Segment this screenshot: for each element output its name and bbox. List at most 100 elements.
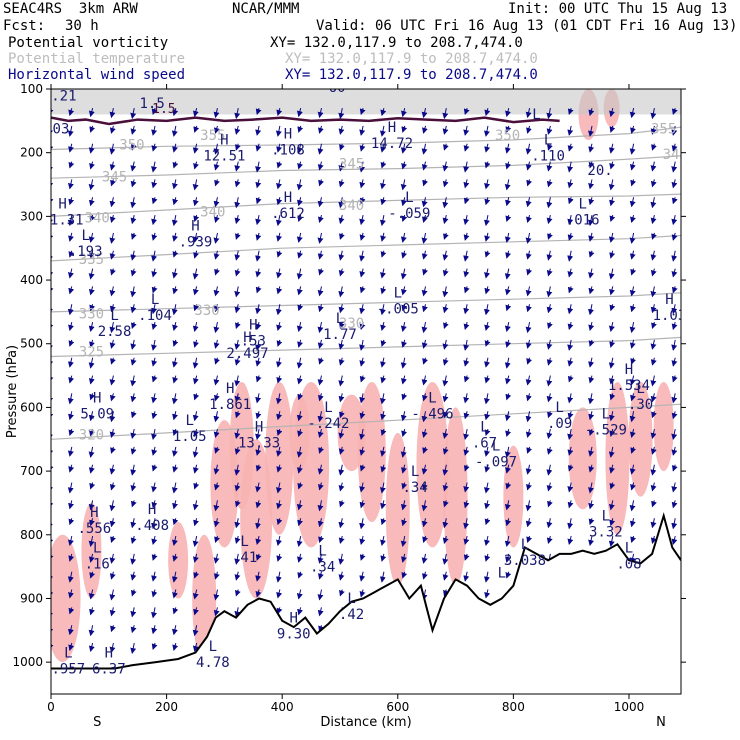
wind-vector: [275, 393, 282, 405]
wind-vector: [213, 393, 220, 402]
extremum-marker: H: [249, 317, 257, 333]
wind-vector: [276, 411, 283, 421]
wind-vector: [67, 179, 74, 190]
wind-vector: [588, 179, 595, 190]
wind-vector: [172, 589, 178, 599]
wind-vector: [484, 500, 491, 510]
pv-contour-1p5: [51, 116, 560, 126]
wind-vector: [130, 143, 137, 151]
wind-vector: [151, 357, 158, 367]
wind-vector: [130, 500, 137, 508]
wind-vector: [68, 500, 74, 510]
wind-vector: [213, 161, 220, 171]
wind-vector: [567, 197, 574, 205]
wind-vector: [505, 339, 512, 348]
wind-vector: [317, 125, 324, 134]
y-tick-label: 300: [20, 209, 43, 223]
extremum-marker: H: [226, 381, 234, 397]
wind-vector: [192, 375, 199, 385]
wind-vector: [463, 250, 470, 262]
wind-vector: [255, 393, 262, 404]
wind-vector: [567, 161, 574, 173]
wind-vector: [172, 250, 179, 258]
wind-vector: [526, 214, 532, 224]
wind-vector: [547, 500, 553, 508]
wind-vector: [276, 589, 283, 599]
extremum-marker: L: [64, 645, 72, 661]
wind-vector: [630, 268, 637, 276]
wind-vector: [650, 393, 657, 403]
wind-vector: [651, 232, 657, 240]
wind-vector: [484, 375, 491, 384]
wind-vector: [68, 607, 75, 615]
wind-vector: [339, 500, 345, 508]
wind-vector: [484, 179, 490, 190]
wind-vector: [359, 125, 366, 136]
wind-vector: [296, 553, 303, 563]
wind-vector: [317, 304, 324, 313]
wind-vector: [296, 268, 303, 280]
wind-vector: [421, 143, 428, 155]
wind-vector: [89, 571, 96, 579]
wind-vector: [546, 482, 553, 492]
wind-vector: [671, 250, 678, 262]
wind-vector: [109, 161, 116, 171]
wind-vector: [630, 446, 637, 454]
wind-vector: [546, 393, 553, 403]
wind-vector: [193, 482, 200, 490]
wind-vector: [567, 464, 574, 472]
wind-vector: [359, 179, 366, 189]
wind-vector: [255, 571, 262, 582]
valid-time: Valid: 06 UTC Fri 16 Aug 13 (01 CDT Fri …: [316, 18, 738, 34]
wind-vector: [546, 446, 553, 455]
extremum-marker: H: [93, 391, 101, 407]
theta-label: 335: [79, 252, 104, 268]
wind-vector: [608, 232, 615, 243]
wind-vector: [151, 143, 158, 152]
wind-vector: [109, 642, 116, 654]
forecast-hours: 30 h: [65, 18, 99, 34]
field-name-wind: Horizontal wind speed: [8, 67, 186, 83]
wind-vector: [422, 482, 428, 491]
extremum-marker: H: [625, 362, 633, 378]
wind-vector: [338, 393, 345, 403]
wind-vector: [463, 571, 470, 582]
wind-vector: [484, 232, 491, 242]
contour-label: .03: [44, 122, 69, 138]
extremum-value: 3.038: [504, 553, 546, 569]
wind-vector: [400, 411, 407, 422]
wind-vector: [380, 446, 386, 457]
extremum-marker: L: [209, 639, 217, 655]
wind-vector: [88, 589, 95, 600]
extremum-value: .016: [566, 212, 600, 228]
terrain-surface: [51, 512, 681, 670]
y-tick-label: 400: [20, 273, 43, 287]
wind-vector: [276, 553, 283, 562]
wind-vector: [484, 357, 490, 368]
wind-vector: [296, 464, 303, 474]
wind-vector: [110, 625, 116, 633]
wind-vector: [608, 500, 615, 511]
x-tick-label: 600: [386, 700, 409, 714]
wind-vector: [463, 197, 470, 205]
wind-vector: [401, 518, 407, 527]
wind-vector: [130, 179, 137, 188]
wind-vector: [546, 357, 553, 366]
wind-vector: [421, 518, 428, 528]
wind-vector: [380, 464, 387, 473]
wind-vector: [463, 214, 470, 226]
wind-vector: [275, 571, 282, 583]
wind-vector: [505, 286, 511, 296]
y-tick-label: 600: [20, 400, 43, 414]
wind-vector: [567, 518, 574, 530]
wind-vector: [255, 286, 262, 294]
wind-vector: [275, 482, 282, 494]
wind-vector: [213, 197, 220, 208]
wind-vector: [421, 339, 428, 349]
wind-vector: [443, 232, 449, 240]
wind-vector: [421, 286, 428, 297]
wind-vector: [213, 214, 220, 224]
wind-vector: [130, 232, 137, 240]
wind-vector: [172, 411, 178, 421]
wind-vector: [172, 607, 179, 615]
